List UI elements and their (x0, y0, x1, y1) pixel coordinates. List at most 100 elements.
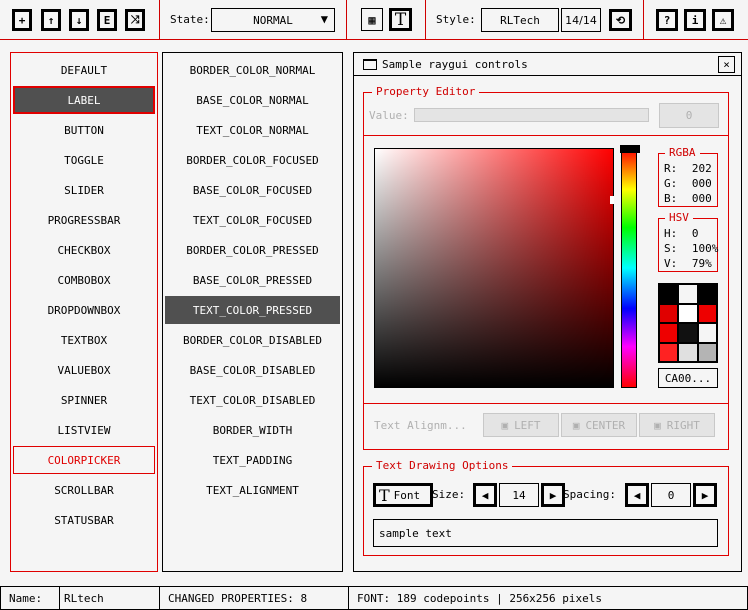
property-item[interactable]: TEXT_PADDING (212, 453, 293, 467)
size-decrease-button[interactable]: ◀ (473, 483, 497, 507)
property-item[interactable]: BORDER_WIDTH (212, 423, 293, 437)
control-item[interactable]: SPINNER (60, 393, 108, 407)
property-editor-group: Property Editor Value: 0 RGBA R: 202 G: … (363, 85, 729, 450)
hue-bar[interactable] (620, 145, 640, 388)
size-value[interactable]: 14 (499, 483, 539, 507)
window-icon (363, 59, 377, 70)
property-item[interactable]: BORDER_COLOR_NORMAL (189, 63, 316, 77)
hsv-values: H: 0 S: 100% V: 79% (664, 226, 718, 271)
window-titlebar[interactable]: Sample raygui controls × (354, 53, 741, 76)
control-item[interactable]: PROGRESSBAR (47, 213, 121, 227)
control-item[interactable]: BUTTON (64, 123, 104, 137)
align-center-icon: ▣ (572, 418, 580, 432)
new-file-icon[interactable]: + (12, 9, 32, 31)
style-count: 14/14 (561, 8, 601, 32)
property-editor-title: Property Editor (372, 85, 480, 98)
property-item[interactable]: BORDER_COLOR_DISABLED (182, 333, 323, 347)
state-section: State: NORMAL ▼ (160, 0, 347, 40)
hue-selector[interactable] (620, 145, 640, 153)
font-button[interactable]: T Font (373, 483, 433, 507)
property-item[interactable]: TEXT_ALIGNMENT (206, 483, 299, 497)
property-item[interactable]: BORDER_COLOR_PRESSED (186, 243, 319, 257)
align-left-button[interactable]: ▣ LEFT (483, 413, 559, 437)
property-item[interactable]: BASE_COLOR_DISABLED (189, 363, 316, 377)
control-item[interactable]: COMBOBOX (57, 273, 111, 287)
color-picker-square[interactable] (374, 148, 614, 388)
property-item[interactable]: TEXT_COLOR_NORMAL (196, 123, 309, 137)
s-value: 100% (691, 242, 719, 255)
style-value[interactable]: RLTech (481, 8, 559, 32)
b-value: 000 (691, 192, 712, 205)
control-item[interactable]: SLIDER (64, 183, 104, 197)
font-icon[interactable]: T (389, 8, 412, 31)
control-item[interactable]: CHECKBOX (57, 243, 111, 257)
reload-style-icon[interactable]: ⟲ (609, 9, 632, 31)
text-drawing-options-group: Text Drawing Options T Font Size: ◀ 14 ▶ … (363, 459, 729, 556)
control-item[interactable]: STATUSBAR (54, 513, 114, 527)
property-item[interactable]: TEXT_COLOR_FOCUSED (192, 213, 313, 227)
rgba-group: RGBA R: 202 G: 000 B: 000 (658, 146, 718, 207)
spacing-value[interactable]: 0 (651, 483, 691, 507)
palette-swatch (698, 285, 716, 303)
control-item[interactable]: LABEL (13, 86, 155, 114)
properties-list[interactable]: BORDER_COLOR_NORMAL BASE_COLOR_NORMAL TEXT… (162, 52, 343, 572)
file-toolbar: + ↑ ↓ E ⤨ (0, 0, 160, 40)
status-name-label: Name: (0, 586, 60, 610)
sample-text-input[interactable]: sample text (373, 519, 718, 547)
hsv-group: HSV H: 0 S: 100% V: 79% (658, 211, 718, 272)
align-center-button[interactable]: ▣ CENTER (561, 413, 637, 437)
property-item[interactable]: TEXT_COLOR_DISABLED (189, 393, 316, 407)
control-item[interactable]: VALUEBOX (57, 363, 111, 377)
value-box[interactable]: 0 (659, 103, 719, 128)
property-item[interactable]: TEXT_COLOR_PRESSED (165, 296, 340, 324)
close-icon[interactable]: × (718, 56, 735, 73)
grid-icon[interactable]: ▦ (361, 8, 383, 31)
control-item[interactable]: SCROLLBAR (54, 483, 114, 497)
control-item[interactable]: TOGGLE (64, 153, 104, 167)
arrow-right-icon: ▶ (549, 488, 557, 502)
property-item[interactable]: BORDER_COLOR_FOCUSED (186, 153, 319, 167)
palette-swatch (660, 324, 678, 342)
shuffle-icon[interactable]: ⤨ (125, 9, 145, 31)
picker-cursor[interactable] (610, 196, 614, 204)
control-item[interactable]: LISTVIEW (57, 423, 111, 437)
export-file-icon[interactable]: E (97, 9, 117, 31)
sample-window: Sample raygui controls × Property Editor… (353, 52, 742, 572)
property-item[interactable]: BASE_COLOR_FOCUSED (192, 183, 313, 197)
view-section: ▦ T (347, 0, 426, 40)
control-item[interactable]: COLORPICKER (13, 446, 155, 474)
align-right-button[interactable]: ▣ RIGHT (639, 413, 715, 437)
spacing-decrease-button[interactable]: ◀ (625, 483, 649, 507)
size-label: Size: (432, 488, 466, 501)
control-item[interactable]: DEFAULT (60, 63, 108, 77)
value-label: Value: (369, 109, 409, 122)
palette-swatch (679, 343, 697, 361)
info-icon[interactable]: i (684, 9, 706, 31)
control-item[interactable]: TEXTBOX (60, 333, 108, 347)
window-title: Sample raygui controls (382, 57, 528, 71)
state-dropdown[interactable]: NORMAL ▼ (211, 8, 335, 32)
align-right-label: RIGHT (666, 418, 700, 432)
warning-icon[interactable]: ⚠ (712, 9, 734, 31)
control-item[interactable]: DROPDOWNBOX (47, 303, 121, 317)
load-file-icon[interactable]: ↑ (41, 9, 61, 31)
text-options-title: Text Drawing Options (372, 459, 513, 472)
size-increase-button[interactable]: ▶ (541, 483, 565, 507)
hex-value[interactable]: CA00... (658, 368, 718, 388)
align-left-label: LEFT (514, 418, 541, 432)
controls-list[interactable]: DEFAULT LABEL BUTTON TOGGLE SLIDER PROGRESSBA… (10, 52, 158, 572)
style-label: Style: (436, 13, 476, 26)
spacing-label: Spacing: (563, 488, 616, 501)
palette-swatch (698, 304, 716, 322)
s-label: S: (664, 242, 678, 255)
property-item[interactable]: BASE_COLOR_PRESSED (192, 273, 313, 287)
save-file-icon[interactable]: ↓ (69, 9, 89, 31)
spacing-increase-button[interactable]: ▶ (693, 483, 717, 507)
property-item[interactable]: BASE_COLOR_NORMAL (196, 93, 309, 107)
value-slider[interactable] (414, 108, 649, 122)
text-alignment-label: Text Alignm... (374, 419, 467, 432)
help-section: ? i ⚠ (644, 0, 748, 40)
palette-swatch (679, 304, 697, 322)
palette-swatch (679, 324, 697, 342)
help-icon[interactable]: ? (656, 9, 678, 31)
